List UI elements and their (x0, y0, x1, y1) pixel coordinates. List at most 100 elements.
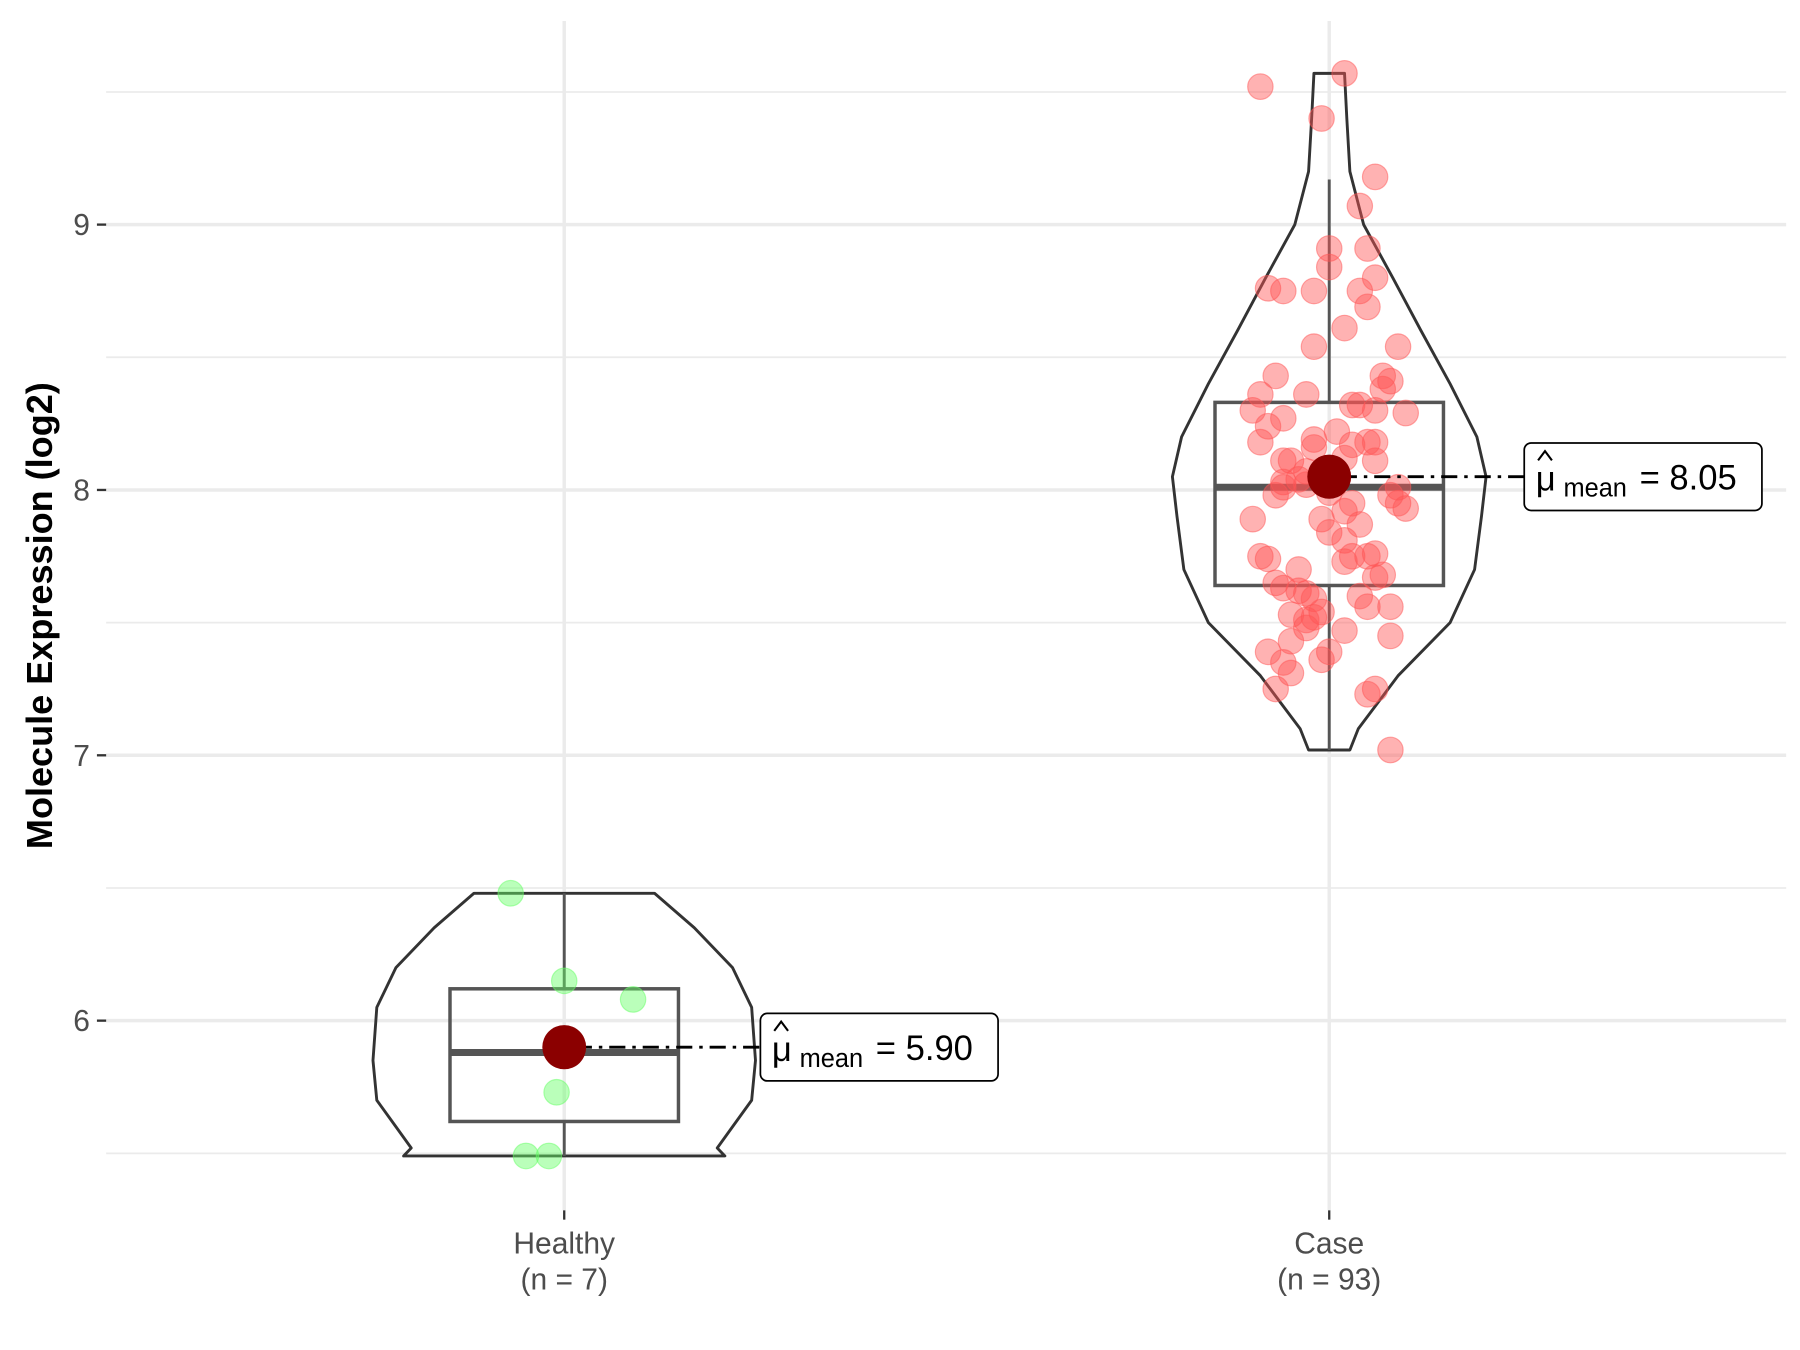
data-point (550, 967, 578, 995)
data-point (1239, 505, 1266, 533)
data-point (1384, 489, 1412, 517)
data-point (619, 986, 647, 1013)
data-point (543, 1078, 570, 1106)
data-point (1361, 264, 1389, 292)
x-tick-sublabel: (n = 93) (1277, 1263, 1381, 1296)
data-point (1346, 391, 1374, 419)
mean-symbol: μ (1536, 461, 1556, 499)
group-case: μ mean = 8.05 (1170, 59, 1763, 764)
data-point (1285, 556, 1312, 583)
mean-value: = 8.05 (1640, 459, 1737, 497)
mean-subscript: mean (1563, 474, 1626, 502)
data-point (1323, 418, 1351, 445)
mean-point (542, 1025, 587, 1070)
data-point (1270, 404, 1297, 432)
x-tick-label: Healthy (513, 1227, 615, 1260)
data-point (1384, 333, 1412, 361)
y-tick-label: 6 (73, 1005, 90, 1038)
data-point (1262, 675, 1289, 703)
data-point (1338, 489, 1366, 517)
y-tick-label: 9 (73, 209, 90, 242)
x-tick-sublabel: (n = 7) (520, 1263, 607, 1296)
data-point (1377, 622, 1404, 650)
data-point (1293, 381, 1320, 408)
data-point (1384, 473, 1412, 501)
group-healthy: μ mean = 5.90 (371, 879, 999, 1170)
data-point (1338, 542, 1366, 570)
data-point (1377, 367, 1404, 395)
data-point (1331, 526, 1358, 554)
data-point (1361, 447, 1389, 475)
violin (1170, 71, 1488, 752)
data-point (1254, 638, 1282, 666)
data-point (1308, 105, 1335, 132)
data-point (1300, 277, 1328, 305)
data-point (1331, 59, 1358, 87)
data-point (1377, 593, 1404, 621)
data-point (1247, 381, 1274, 408)
data-point (1369, 561, 1397, 589)
data-point (1377, 481, 1404, 509)
data-point (1262, 362, 1289, 390)
data-point (1308, 505, 1335, 533)
data-point (1369, 375, 1397, 403)
mean-subscript: mean (800, 1045, 863, 1073)
data-point (1361, 163, 1389, 191)
data-point (497, 879, 524, 907)
mean-label-box (1523, 442, 1763, 512)
data-point (1270, 447, 1297, 475)
data-point (1338, 391, 1366, 419)
data-point (1262, 481, 1289, 509)
data-point (1346, 192, 1374, 220)
data-point (1247, 73, 1274, 101)
data-point (1331, 548, 1358, 575)
data-point (1277, 627, 1305, 655)
data-point (1392, 399, 1420, 427)
data-point (1354, 235, 1381, 262)
data-point (1392, 495, 1420, 522)
mean-hat-icon (1537, 449, 1553, 462)
data-point (1300, 333, 1328, 361)
x-axis: Healthy(n = 7) Case(n = 93) (513, 1210, 1381, 1297)
data-point (1300, 585, 1328, 613)
data-point (1315, 519, 1343, 546)
mean-point (1307, 454, 1352, 499)
box (1213, 400, 1446, 588)
data-point (1254, 412, 1282, 440)
data-point (1270, 277, 1297, 305)
data-point (1354, 293, 1381, 321)
data-point (1346, 277, 1374, 305)
data-point (1254, 545, 1282, 573)
y-tick-label: 7 (73, 740, 90, 773)
data-point (512, 1142, 540, 1170)
data-point (1308, 646, 1335, 674)
data-point (1354, 593, 1381, 621)
data-point (1293, 614, 1320, 642)
data-point (1277, 601, 1305, 629)
data-point (1270, 473, 1297, 501)
y-axis: 6 7 8 9 (73, 209, 107, 1038)
y-tick-label: 8 (73, 474, 90, 507)
data-point (1300, 434, 1328, 461)
mean-symbol: μ (772, 1031, 792, 1069)
data-point (1361, 428, 1389, 456)
data-point (1315, 235, 1343, 262)
data-point (1331, 314, 1358, 342)
mean-hat-icon (773, 1019, 789, 1032)
violin (371, 891, 757, 1158)
mean-value: = 5.90 (876, 1030, 973, 1068)
data-point (1315, 638, 1343, 666)
data-point (1361, 396, 1389, 424)
data-point (1361, 675, 1389, 703)
data-point (1354, 542, 1381, 570)
y-axis-label: Molecule Expression (log2) (19, 382, 60, 849)
plot-area: μ mean = 5.90μ mean = 8.05 (371, 59, 1763, 1170)
mean-label-box (759, 1012, 999, 1082)
data-point (1377, 736, 1404, 764)
data-point (1331, 617, 1358, 644)
data-point (1293, 606, 1320, 634)
data-point (535, 1142, 563, 1170)
data-point (1354, 680, 1381, 708)
data-point (1247, 428, 1274, 456)
